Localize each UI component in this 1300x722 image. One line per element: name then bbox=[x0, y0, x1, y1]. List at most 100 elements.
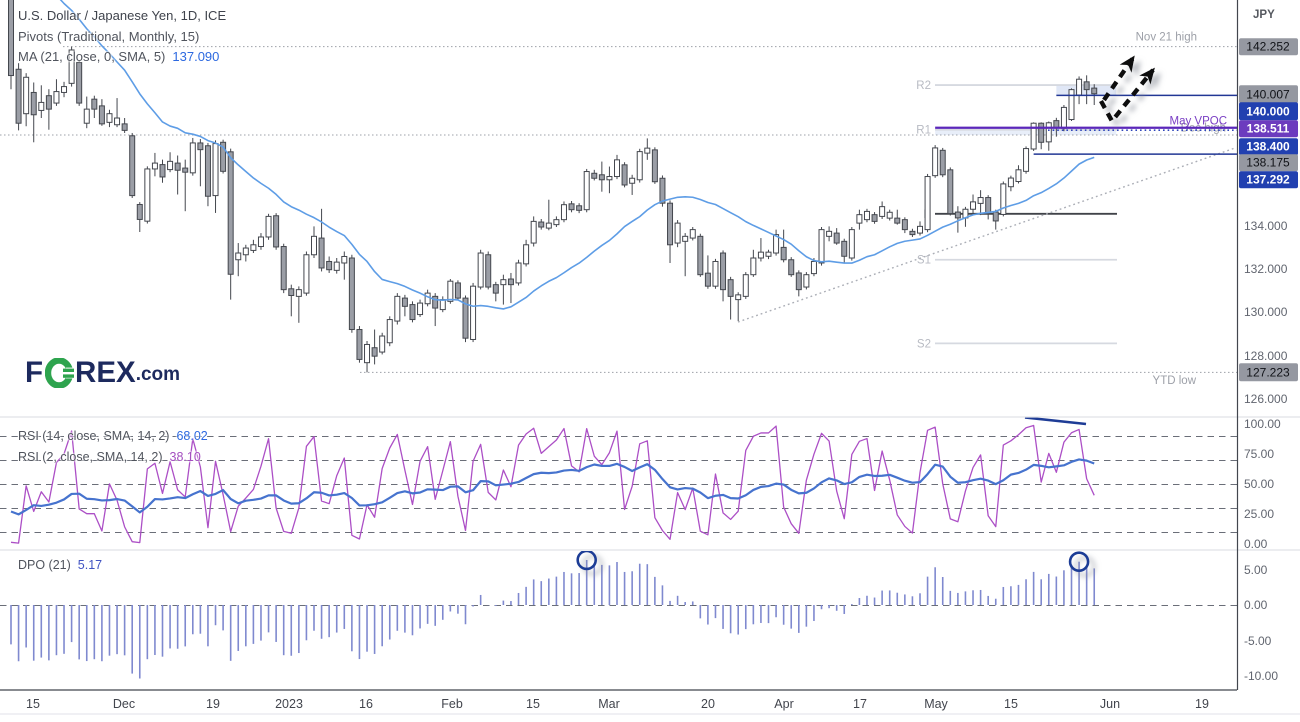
candle-up bbox=[106, 113, 113, 123]
candles-series[interactable] bbox=[8, 0, 1098, 373]
candle-up bbox=[757, 251, 764, 259]
dpo-circle-annotation[interactable] bbox=[576, 551, 597, 571]
candle-up bbox=[379, 335, 386, 353]
pane-rsi[interactable] bbox=[0, 417, 1237, 544]
candle-up bbox=[417, 302, 424, 316]
candle-up bbox=[23, 76, 30, 115]
candle-down bbox=[76, 62, 83, 104]
candle-up bbox=[765, 251, 772, 257]
candle-up bbox=[545, 222, 552, 229]
candle-down bbox=[98, 105, 105, 125]
candle-up bbox=[257, 236, 264, 248]
candle-down bbox=[985, 197, 992, 215]
arrow-head bbox=[1119, 55, 1135, 73]
rsi-slow-line[interactable] bbox=[10, 458, 1095, 516]
candle-up bbox=[712, 260, 719, 287]
candle-down bbox=[659, 177, 666, 204]
dashed-arrow bbox=[1099, 68, 1155, 125]
pivot-label-S2: S2 bbox=[917, 338, 931, 350]
candle-down bbox=[1083, 81, 1090, 91]
candle-down bbox=[401, 297, 408, 307]
candle-up bbox=[242, 247, 249, 256]
candle-down bbox=[591, 172, 598, 179]
arrow-annotation[interactable] bbox=[1099, 55, 1155, 125]
candle-up bbox=[742, 274, 749, 297]
candle-up bbox=[689, 229, 696, 239]
candle-down bbox=[485, 254, 492, 288]
level-label: YTD low bbox=[1153, 375, 1197, 387]
pane-dpo[interactable] bbox=[0, 551, 1237, 679]
candle-down bbox=[947, 169, 954, 215]
candle-down bbox=[992, 211, 999, 222]
candle-up bbox=[682, 235, 689, 242]
rsi-fast-line[interactable] bbox=[10, 424, 1095, 544]
candle-up bbox=[917, 225, 923, 234]
candle-up bbox=[439, 299, 446, 311]
candle-down bbox=[174, 162, 181, 171]
ma-line[interactable] bbox=[11, 0, 1095, 310]
candle-up bbox=[1030, 122, 1037, 150]
candle-up bbox=[1023, 148, 1030, 172]
candle-up bbox=[1068, 89, 1075, 121]
candle-up bbox=[614, 159, 620, 178]
candle-down bbox=[280, 246, 287, 291]
candle-up bbox=[674, 222, 681, 244]
candle-down bbox=[204, 145, 211, 197]
candle-up bbox=[1045, 122, 1052, 143]
candle-down bbox=[939, 149, 946, 176]
candle-up bbox=[68, 49, 75, 84]
candle-down bbox=[727, 279, 734, 297]
candle-down bbox=[462, 297, 469, 339]
candle-up bbox=[886, 211, 893, 219]
candle-up bbox=[863, 210, 870, 221]
candle-down bbox=[507, 278, 514, 286]
candle-down bbox=[227, 151, 234, 275]
candle-down bbox=[197, 142, 204, 151]
band-138[interactable] bbox=[935, 130, 1117, 136]
candle-up bbox=[644, 147, 651, 154]
candle-down bbox=[326, 260, 333, 271]
candle-up bbox=[424, 292, 431, 305]
candle-down bbox=[288, 288, 295, 296]
candle-down bbox=[871, 214, 878, 222]
candle-up bbox=[1076, 78, 1083, 96]
dpo-circle-annotation[interactable] bbox=[1068, 551, 1090, 572]
candle-up bbox=[856, 214, 863, 224]
candle-up bbox=[553, 219, 560, 226]
candle-up bbox=[265, 215, 272, 238]
candle-up bbox=[810, 260, 817, 275]
candle-down bbox=[894, 217, 901, 224]
candle-up bbox=[394, 295, 401, 322]
candle-up bbox=[1015, 169, 1022, 183]
candle-up bbox=[515, 262, 522, 284]
vpoc-label: May VPOC bbox=[1169, 116, 1227, 128]
candle-down bbox=[318, 237, 325, 269]
candle-down bbox=[409, 304, 416, 321]
candle-down bbox=[1091, 87, 1098, 95]
level-label: Nov 21 high bbox=[1136, 32, 1197, 44]
candle-up bbox=[735, 294, 742, 301]
candle-up bbox=[114, 117, 121, 126]
candle-down bbox=[348, 257, 355, 331]
candle-down bbox=[91, 98, 98, 110]
candle-down bbox=[1038, 122, 1045, 143]
pivot-label-R2: R2 bbox=[916, 80, 931, 92]
candle-up bbox=[848, 229, 855, 259]
candle-down bbox=[356, 329, 363, 360]
candle-up bbox=[311, 235, 317, 256]
candle-up bbox=[1000, 183, 1007, 215]
candle-down bbox=[651, 149, 658, 183]
candle-down bbox=[121, 123, 128, 131]
candle-up bbox=[151, 162, 158, 170]
candle-up bbox=[636, 151, 643, 181]
candle-down bbox=[220, 141, 227, 172]
candle-down bbox=[492, 284, 499, 294]
candle-up bbox=[750, 257, 757, 276]
candle-up bbox=[606, 176, 613, 181]
trendline[interactable] bbox=[737, 147, 1236, 323]
rsi-trendline[interactable] bbox=[1024, 417, 1087, 426]
candle-up bbox=[303, 254, 310, 294]
candle-down bbox=[136, 203, 143, 220]
